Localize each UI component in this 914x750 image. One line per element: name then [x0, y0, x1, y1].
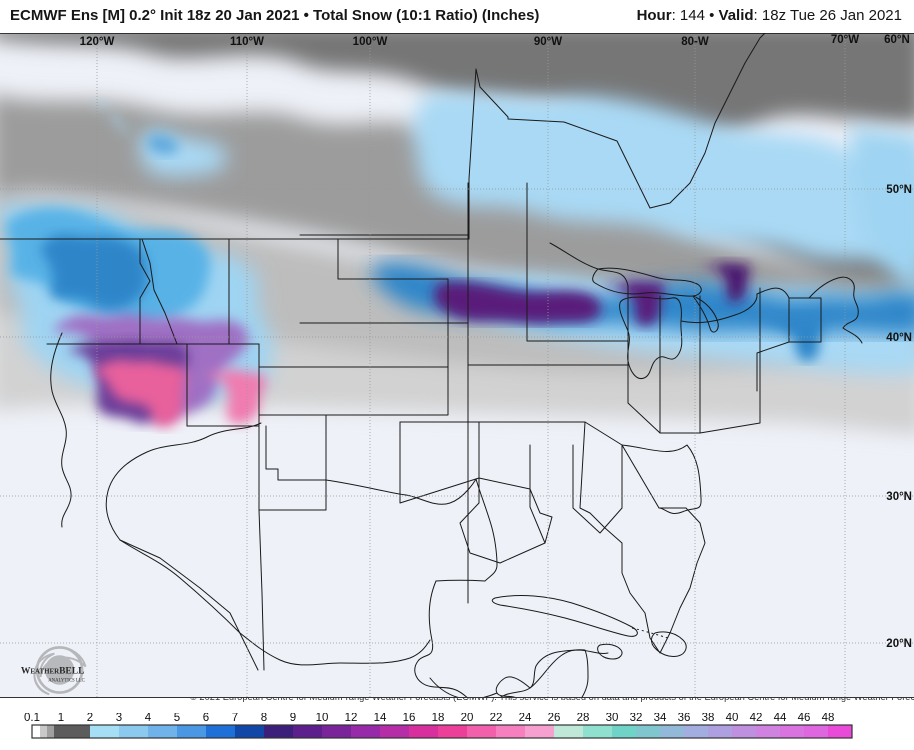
svg-text:46: 46 [798, 713, 811, 724]
svg-text:1: 1 [58, 713, 64, 724]
svg-text:40°N: 40°N [886, 332, 912, 344]
svg-text:110°W: 110°W [230, 36, 264, 48]
svg-text:0.1: 0.1 [24, 713, 40, 724]
svg-text:80-W: 80-W [681, 36, 709, 48]
svg-text:18: 18 [432, 713, 445, 724]
svg-text:5: 5 [174, 713, 180, 724]
svg-text:32: 32 [630, 713, 643, 724]
svg-text:10: 10 [316, 713, 329, 724]
svg-text:26: 26 [548, 713, 561, 724]
svg-text:9: 9 [290, 713, 296, 724]
svg-text:48: 48 [822, 713, 835, 724]
svg-text:24: 24 [519, 713, 532, 724]
svg-text:12: 12 [345, 713, 358, 724]
svg-text:34: 34 [654, 713, 667, 724]
svg-text:60°N: 60°N [884, 34, 910, 46]
svg-text:7: 7 [232, 713, 238, 724]
svg-text:16: 16 [403, 713, 416, 724]
svg-text:120°W: 120°W [80, 36, 115, 48]
svg-text:6: 6 [203, 713, 209, 724]
svg-text:44: 44 [774, 713, 787, 724]
svg-text:2: 2 [87, 713, 93, 724]
svg-text:28: 28 [577, 713, 590, 724]
svg-text:90°W: 90°W [534, 36, 562, 48]
svg-text:4: 4 [145, 713, 152, 724]
svg-text:50°N: 50°N [886, 184, 912, 196]
svg-text:38: 38 [702, 713, 715, 724]
svg-text:3: 3 [116, 713, 122, 724]
svg-text:40: 40 [726, 713, 739, 724]
svg-text:36: 36 [678, 713, 691, 724]
svg-text:WEATHERBELL: WEATHERBELL [21, 666, 85, 676]
svg-text:100°W: 100°W [353, 36, 388, 48]
svg-text:70°W: 70°W [831, 34, 859, 46]
svg-text:20: 20 [461, 713, 474, 724]
svg-text:ANALYTICS LLC: ANALYTICS LLC [48, 678, 85, 683]
svg-text:42: 42 [750, 713, 763, 724]
svg-text:30: 30 [606, 713, 619, 724]
svg-text:22: 22 [490, 713, 503, 724]
svg-text:8: 8 [261, 713, 267, 724]
svg-text:14: 14 [374, 713, 387, 724]
svg-text:20°N: 20°N [886, 638, 912, 650]
svg-text:30°N: 30°N [886, 491, 912, 503]
